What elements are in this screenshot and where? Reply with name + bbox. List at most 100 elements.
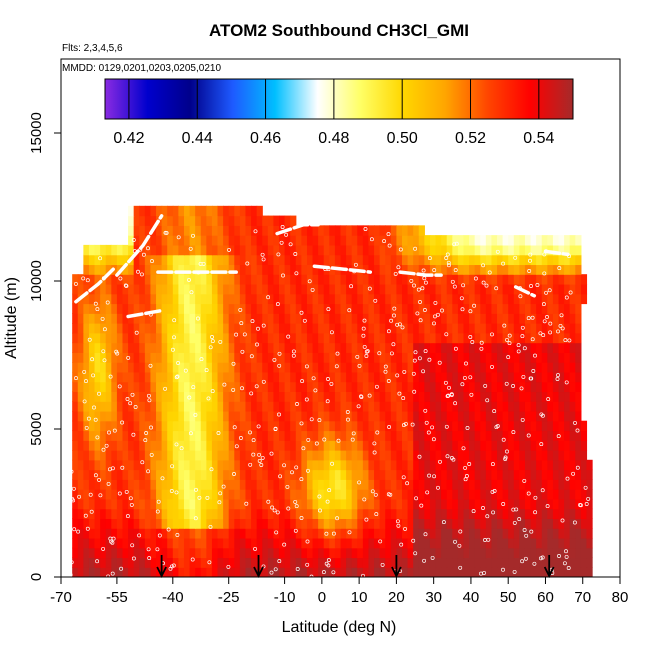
heatmap-cell (463, 391, 470, 402)
heatmap-cell (195, 410, 202, 422)
heatmap-cell (508, 489, 515, 500)
heatmap-cell (206, 450, 213, 461)
heatmap-cell (144, 489, 152, 500)
heatmap-cell (502, 547, 509, 559)
heatmap-cell (469, 567, 476, 577)
heatmap-cell (441, 264, 448, 275)
sample-point (85, 526, 90, 531)
heatmap-cell (413, 225, 420, 236)
heatmap-cell (558, 557, 565, 568)
heatmap-cell (150, 498, 157, 510)
heatmap-cell (541, 557, 548, 568)
heatmap-cell (122, 293, 129, 305)
heatmap-cell (211, 254, 219, 266)
sample-point (293, 252, 298, 256)
sample-point (458, 529, 463, 534)
sample-point (293, 528, 298, 533)
heatmap-cell (340, 420, 347, 432)
heatmap-cell (508, 293, 515, 305)
sample-point (512, 520, 517, 525)
heatmap-cell (508, 440, 515, 451)
sample-point (469, 392, 474, 397)
heatmap-cell (390, 303, 397, 314)
sample-point (460, 307, 465, 312)
heatmap-cell (94, 547, 101, 559)
heatmap-cell (206, 547, 213, 559)
sample-point (101, 349, 106, 354)
heatmap-cell (485, 254, 493, 266)
heatmap-cell (385, 557, 392, 568)
heatmap-cell (88, 254, 96, 266)
heatmap-cell (401, 469, 409, 480)
heatmap-cell (413, 391, 420, 402)
heatmap-cell (279, 313, 286, 324)
heatmap-cell (508, 283, 515, 295)
heatmap-cell (223, 352, 230, 363)
heatmap-cell (435, 274, 442, 285)
heatmap-cell (245, 567, 252, 577)
heatmap-cell (385, 274, 392, 285)
sample-point (386, 379, 391, 383)
heatmap-cell (379, 313, 386, 324)
heatmap-cell (474, 557, 481, 568)
heatmap-cell (340, 528, 347, 539)
heatmap-cell (72, 371, 79, 383)
heatmap-cell (122, 342, 129, 353)
sample-point (294, 504, 299, 509)
heatmap-cell (223, 215, 230, 226)
heatmap-cell (206, 401, 213, 412)
heatmap-cell (536, 489, 543, 500)
heatmap-cell (172, 410, 179, 422)
heatmap-cell (351, 479, 358, 490)
heatmap-cell (133, 498, 140, 510)
sample-point (490, 489, 495, 494)
heatmap-cell (407, 469, 414, 480)
sample-point (490, 462, 495, 467)
heatmap-cell (519, 352, 526, 363)
heatmap-cell (480, 303, 487, 314)
sample-point (217, 500, 222, 505)
heatmap-cell (150, 547, 157, 559)
heatmap-cell (139, 528, 146, 539)
sample-point (119, 566, 124, 571)
heatmap-cell (513, 391, 520, 402)
heatmap-cell (144, 381, 152, 393)
heatmap-cell (357, 274, 364, 285)
heatmap-cell (334, 528, 342, 539)
heatmap-cell (251, 313, 258, 324)
heatmap-cell (273, 469, 280, 480)
heatmap-cell (239, 401, 247, 412)
heatmap-cell (396, 293, 403, 305)
sample-point (528, 258, 532, 263)
heatmap-cell (228, 244, 235, 256)
heatmap-cell (156, 293, 163, 305)
sample-point (170, 347, 175, 352)
heatmap-cell (211, 528, 219, 539)
heatmap-cell (139, 274, 146, 285)
heatmap-cell (329, 489, 336, 500)
heatmap-cell (334, 391, 342, 402)
heatmap-cell (262, 430, 269, 441)
heatmap-cell (474, 410, 481, 422)
sample-point (542, 271, 547, 276)
heatmap-cell (530, 401, 537, 412)
heatmap-cell (452, 450, 459, 461)
sample-point (501, 567, 505, 572)
sample-point (327, 488, 332, 493)
sample-point (506, 355, 511, 360)
heatmap-cell (88, 450, 96, 461)
heatmap-cell (552, 440, 560, 451)
heatmap-cell (100, 469, 107, 480)
heatmap-cell (217, 293, 224, 305)
heatmap-cell (178, 489, 185, 500)
heatmap-cell (150, 274, 157, 285)
heatmap-cell (156, 547, 163, 559)
heatmap-cell (211, 557, 219, 568)
heatmap-cell (580, 498, 588, 510)
heatmap-cell (469, 469, 476, 480)
heatmap-cell (547, 518, 554, 529)
heatmap-cell (329, 537, 336, 549)
sample-point (541, 333, 546, 338)
heatmap-cell (374, 469, 381, 480)
heatmap-cell (290, 342, 297, 353)
